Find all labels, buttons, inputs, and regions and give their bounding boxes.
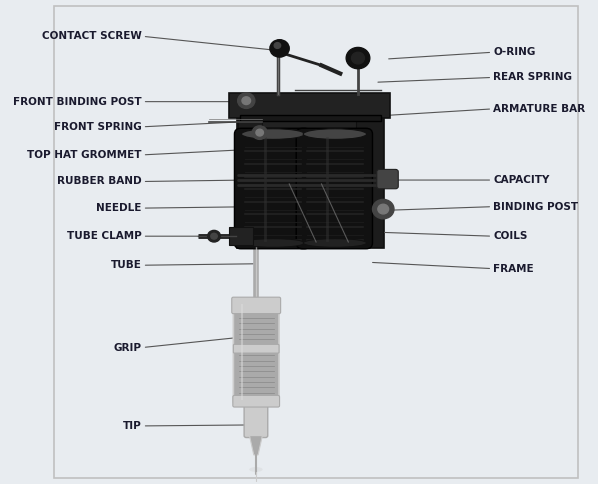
Text: BINDING POST: BINDING POST (493, 202, 578, 212)
Circle shape (256, 129, 264, 136)
Text: FRAME: FRAME (493, 264, 534, 273)
Text: COILS: COILS (493, 231, 527, 241)
FancyBboxPatch shape (229, 227, 253, 245)
FancyBboxPatch shape (233, 300, 279, 405)
FancyBboxPatch shape (237, 96, 385, 248)
Ellipse shape (242, 129, 305, 139)
Ellipse shape (303, 239, 367, 247)
Circle shape (237, 93, 255, 108)
FancyBboxPatch shape (296, 128, 373, 249)
Text: ARMATURE BAR: ARMATURE BAR (493, 104, 585, 114)
FancyBboxPatch shape (233, 345, 279, 353)
Circle shape (274, 43, 280, 48)
FancyBboxPatch shape (232, 297, 280, 314)
FancyBboxPatch shape (238, 97, 263, 247)
Text: RUBBER BAND: RUBBER BAND (57, 177, 142, 186)
Text: TUBE CLAMP: TUBE CLAMP (67, 231, 142, 241)
Circle shape (211, 233, 217, 239)
Circle shape (373, 199, 394, 219)
Text: NEEDLE: NEEDLE (96, 203, 142, 213)
FancyBboxPatch shape (377, 169, 398, 189)
FancyBboxPatch shape (229, 93, 390, 118)
Circle shape (346, 47, 370, 69)
Text: CAPACITY: CAPACITY (493, 175, 550, 185)
Text: TUBE: TUBE (111, 260, 142, 270)
Circle shape (252, 126, 267, 139)
Circle shape (352, 52, 364, 64)
FancyBboxPatch shape (356, 97, 383, 247)
FancyBboxPatch shape (234, 128, 311, 249)
Circle shape (378, 204, 389, 214)
Polygon shape (249, 436, 263, 455)
Circle shape (208, 230, 221, 242)
FancyBboxPatch shape (240, 115, 380, 121)
Text: O-RING: O-RING (493, 47, 536, 57)
Circle shape (270, 40, 289, 57)
Text: TOP HAT GROMMET: TOP HAT GROMMET (27, 150, 142, 160)
Ellipse shape (249, 467, 263, 472)
Text: CONTACT SCREW: CONTACT SCREW (42, 31, 142, 41)
Circle shape (242, 97, 251, 105)
Ellipse shape (303, 129, 367, 139)
FancyBboxPatch shape (244, 399, 268, 438)
FancyBboxPatch shape (233, 395, 280, 407)
Text: FRONT SPRING: FRONT SPRING (54, 122, 142, 132)
Text: FRONT BINDING POST: FRONT BINDING POST (13, 97, 142, 106)
Text: TIP: TIP (123, 421, 142, 431)
Text: REAR SPRING: REAR SPRING (493, 73, 572, 82)
Text: GRIP: GRIP (114, 343, 142, 352)
Ellipse shape (242, 239, 305, 247)
